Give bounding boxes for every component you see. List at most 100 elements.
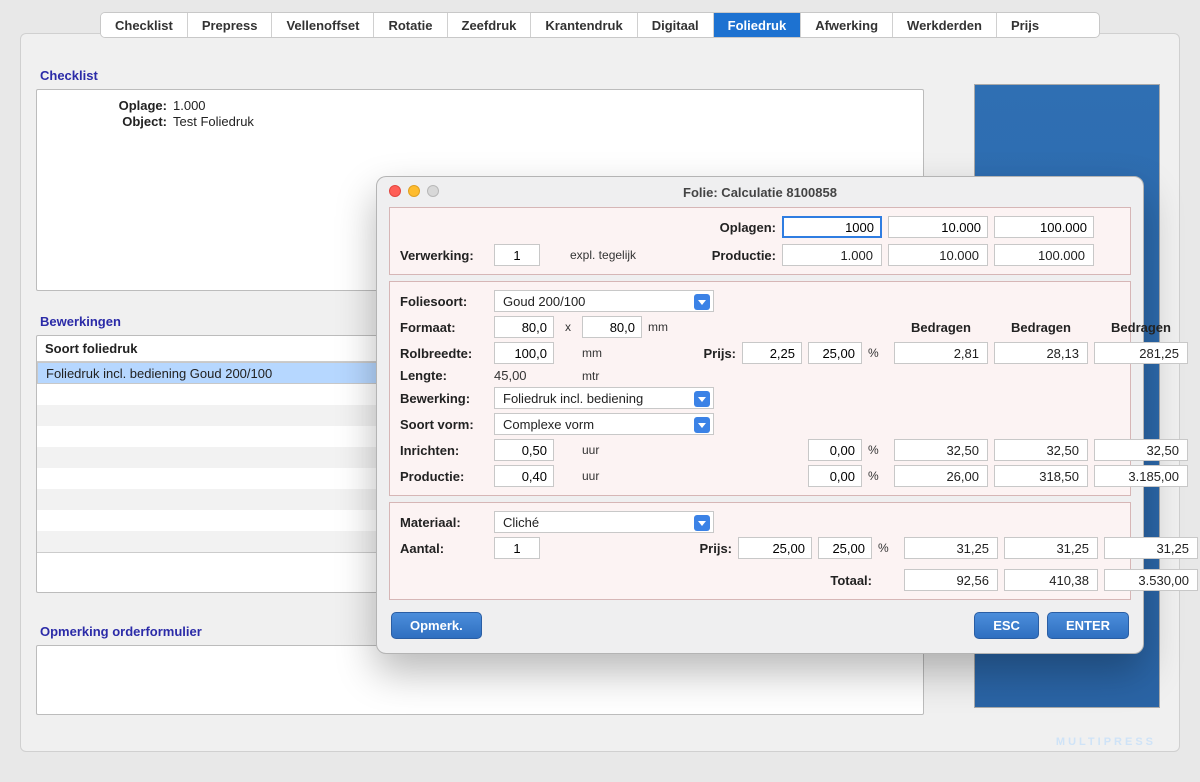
mm-label: mm [648,320,684,334]
mtr-label: mtr [582,369,642,383]
chevron-down-icon [694,515,710,531]
aantal-prijs-label: Prijs: [686,541,732,556]
tab-checklist[interactable]: Checklist [101,13,188,37]
object-label: Object: [53,114,173,129]
esc-button[interactable]: ESC [974,612,1039,639]
dialog-title: Folie: Calculatie 8100858 [377,177,1143,207]
minimize-icon[interactable] [408,185,420,197]
verwerking-input[interactable] [494,244,540,266]
oplagen-2-input[interactable] [888,216,988,238]
productie-pct-input[interactable] [808,465,862,487]
tab-afwerking[interactable]: Afwerking [801,13,893,37]
formaat-width-input[interactable] [494,316,554,338]
oplagen-3-input[interactable] [994,216,1094,238]
pct-label: % [868,346,888,360]
aantal-bedrag-3: 31,25 [1104,537,1198,559]
tab-krantendruk[interactable]: Krantendruk [531,13,637,37]
x-label: x [560,320,576,334]
rolbreedte-input[interactable] [494,342,554,364]
enter-button[interactable]: ENTER [1047,612,1129,639]
oplage-label: Oplage: [53,98,173,113]
materiaal-label: Materiaal: [400,515,488,530]
productie-bedrag-1: 26,00 [894,465,988,487]
opmerk-button[interactable]: Opmerk. [391,612,482,639]
inrichten-pct-input[interactable] [808,439,862,461]
totaal-3: 3.530,00 [1104,569,1198,591]
verwerking-label: Verwerking: [400,248,488,263]
oplage-value: 1.000 [173,98,206,113]
materiaal-group: Materiaal: Cliché Aantal: Prijs: % 31,25… [389,502,1131,600]
aantal-bedrag-1: 31,25 [904,537,998,559]
tab-zeefdruk[interactable]: Zeefdruk [448,13,532,37]
aantal-pct-input[interactable] [818,537,872,559]
tab-vellenoffset[interactable]: Vellenoffset [272,13,374,37]
productie-bedrag-2: 318,50 [994,465,1088,487]
checklist-heading: Checklist [36,64,924,89]
oplagen-1-input[interactable] [782,216,882,238]
prijs-label: Prijs: [690,346,736,361]
productie-2: 10.000 [888,244,988,266]
productie-uur-input[interactable] [494,465,554,487]
tab-digitaal[interactable]: Digitaal [638,13,714,37]
bedragen-header-1: Bedragen [894,320,988,335]
oplagen-group: Oplagen: Verwerking: expl. tegelijk Prod… [389,207,1131,275]
productie-3: 100.000 [994,244,1094,266]
formaat-height-input[interactable] [582,316,642,338]
bewerking-value: Foliedruk incl. bediening [503,391,643,406]
tab-prepress[interactable]: Prepress [188,13,273,37]
rol-pct-input[interactable] [808,342,862,364]
aantal-label: Aantal: [400,541,488,556]
pct-label-4: % [878,541,898,555]
oplagen-label: Oplagen: [686,220,776,235]
inrichten-bedrag-2: 32,50 [994,439,1088,461]
inrichten-bedrag-3: 32,50 [1094,439,1188,461]
bewerking-label: Bewerking: [400,391,488,406]
tab-werkderden[interactable]: Werkderden [893,13,997,37]
soortvorm-value: Complexe vorm [503,417,594,432]
materiaal-value: Cliché [503,515,539,530]
aantal-prijs-input[interactable] [738,537,812,559]
bewerking-select[interactable]: Foliedruk incl. bediening [494,387,714,409]
pct-label-2: % [868,443,888,457]
chevron-down-icon [694,294,710,310]
rolbreedte-label: Rolbreedte: [400,346,488,361]
tab-foliedruk[interactable]: Foliedruk [714,13,802,37]
chevron-down-icon [694,417,710,433]
rol-bedrag-3: 281,25 [1094,342,1188,364]
productie-bedrag-3: 3.185,00 [1094,465,1188,487]
soortvorm-label: Soort vorm: [400,417,488,432]
mm-label-2: mm [582,346,642,360]
rol-bedrag-2: 28,13 [994,342,1088,364]
productie-1: 1.000 [782,244,882,266]
pct-label-3: % [868,469,888,483]
close-icon[interactable] [389,185,401,197]
zoom-icon [427,185,439,197]
totaal-2: 410,38 [1004,569,1098,591]
tab-rotatie[interactable]: Rotatie [374,13,447,37]
uur-label: uur [582,443,642,457]
productie-label: Productie: [686,248,776,263]
tab-bar: Checklist Prepress Vellenoffset Rotatie … [100,12,1100,38]
chevron-down-icon [694,391,710,407]
bedragen-header-3: Bedragen [1094,320,1188,335]
bedragen-header-2: Bedragen [994,320,1088,335]
totaal-1: 92,56 [904,569,998,591]
formaat-label: Formaat: [400,320,488,335]
inrichten-label: Inrichten: [400,443,488,458]
tab-prijs[interactable]: Prijs [997,13,1053,37]
totaal-label: Totaal: [818,573,872,588]
aantal-input[interactable] [494,537,540,559]
foliesoort-label: Foliesoort: [400,294,488,309]
object-value: Test Foliedruk [173,114,254,129]
uur-label-2: uur [582,469,642,483]
lengte-label: Lengte: [400,368,488,383]
lengte-value: 45,00 [494,368,554,383]
soortvorm-select[interactable]: Complexe vorm [494,413,714,435]
inrichten-uur-input[interactable] [494,439,554,461]
materiaal-select[interactable]: Cliché [494,511,714,533]
folie-calculation-dialog: Folie: Calculatie 8100858 Oplagen: Verwe… [376,176,1144,654]
opmerking-box[interactable] [36,645,924,715]
foliesoort-select[interactable]: Goud 200/100 [494,290,714,312]
aantal-bedrag-2: 31,25 [1004,537,1098,559]
rol-prijs-input[interactable] [742,342,802,364]
